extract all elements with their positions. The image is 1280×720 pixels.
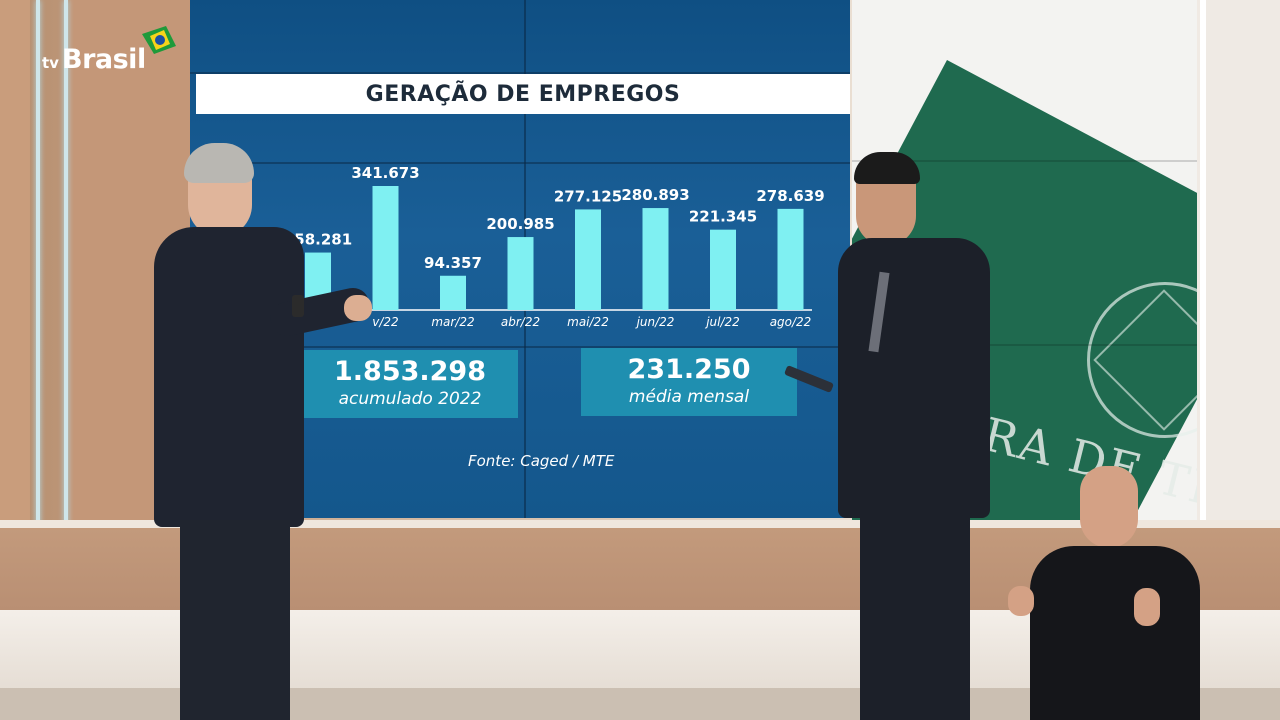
- x-tick-label: ago/22: [770, 315, 812, 329]
- logo-name: Brasil: [62, 44, 146, 75]
- stat-value: 1.853.298: [333, 356, 487, 387]
- bar-jun/22: [642, 208, 669, 310]
- suit-jacket: [838, 238, 990, 518]
- wood-panel: [0, 0, 30, 540]
- bar-jul/22: [710, 229, 736, 310]
- stat-box-monthly-average: 231.250 média mensal: [581, 348, 797, 416]
- suit-jacket: [154, 227, 304, 527]
- stat-box-accumulated: 1.853.298 acumulado 2022: [302, 350, 518, 418]
- stat-value: 231.250: [627, 354, 751, 385]
- bar-abr/22: [507, 237, 534, 310]
- hand: [344, 295, 372, 321]
- screen-seam: [190, 72, 850, 74]
- hair: [854, 152, 920, 184]
- hand: [1008, 586, 1034, 616]
- led-light-strip: [64, 0, 68, 530]
- bar-mai/22: [575, 209, 601, 310]
- bar-value-label: 280.893: [621, 186, 689, 204]
- bar-mar/22: [440, 275, 466, 310]
- x-tick-label: abr/22: [501, 315, 540, 329]
- sign-language-interpreter: [1000, 462, 1210, 720]
- x-tick-label: jul/22: [704, 315, 740, 329]
- trousers: [180, 520, 290, 720]
- x-tick-label: mar/22: [431, 315, 474, 329]
- bar-value-label: 200.985: [486, 215, 554, 233]
- logo-prefix: tv: [42, 54, 59, 72]
- chart-source: Fonte: Caged / MTE: [468, 452, 615, 470]
- bar-value-label: 278.639: [756, 187, 824, 205]
- bar-value-label: 221.345: [689, 208, 757, 226]
- x-tick-label: mai/22: [567, 315, 609, 329]
- presenter-right: [783, 152, 1000, 720]
- presenter-left: [150, 143, 380, 720]
- brazil-flag-icon: [142, 26, 176, 54]
- led-light-strip: [36, 0, 40, 530]
- chart-title: GERAÇÃO DE EMPREGOS: [365, 81, 681, 107]
- hand: [1134, 588, 1160, 626]
- studio-wall-right: [1200, 0, 1280, 520]
- screen-seam: [852, 344, 1197, 346]
- x-tick-label: jun/22: [635, 315, 675, 329]
- screen-seam: [190, 162, 850, 164]
- hair: [184, 143, 254, 183]
- bar-value-label: 277.125: [554, 187, 622, 205]
- stat-label: acumulado 2022: [338, 389, 482, 409]
- tv-brasil-logo: tv Brasil: [40, 20, 180, 80]
- x-tick-label: v/22: [372, 315, 398, 329]
- stat-label: média mensal: [628, 387, 750, 407]
- screen-seam: [190, 346, 850, 348]
- bar-value-label: 341.673: [351, 164, 419, 182]
- stage-rim: [0, 520, 1280, 530]
- black-outfit: [1030, 546, 1200, 720]
- phone-icon: [292, 295, 304, 317]
- chart-title-bar: GERAÇÃO DE EMPREGOS: [196, 74, 850, 114]
- head: [1080, 466, 1138, 548]
- bar-fev/22: [372, 186, 399, 310]
- bar-value-label: 94.357: [424, 254, 482, 272]
- bar-ago/22: [777, 208, 804, 310]
- trousers: [860, 512, 970, 720]
- screen-seam: [852, 160, 1197, 162]
